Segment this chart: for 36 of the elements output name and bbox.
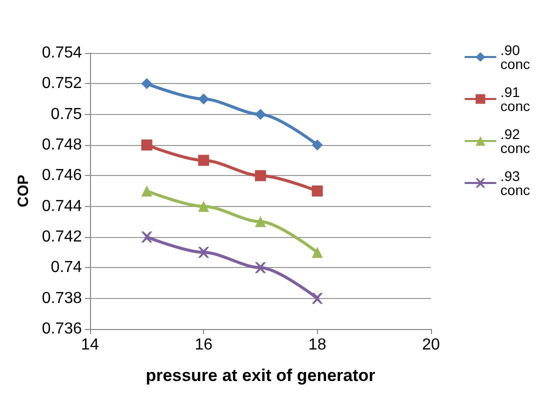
y-tick-label: 0.74	[50, 259, 82, 276]
y-tick-label: 0.736	[42, 320, 82, 338]
y-tick-label: 0.746	[42, 167, 82, 184]
y-tick-label: 0.752	[42, 75, 82, 92]
x-tick-label: 20	[422, 336, 440, 354]
point	[198, 200, 210, 212]
y-tick-label: 0.738	[42, 290, 82, 307]
point	[141, 186, 152, 196]
point	[141, 78, 152, 90]
point	[312, 140, 323, 150]
y-tick-label: 0.744	[42, 198, 82, 215]
legend-label: .93 conc	[500, 168, 530, 198]
point	[198, 154, 210, 166]
legend-label: .90 conc	[500, 42, 530, 72]
point	[312, 292, 323, 304]
x-axis-title: pressure at exit of generator	[146, 366, 376, 385]
point	[141, 140, 152, 150]
x-tick-label: 16	[194, 336, 213, 354]
point	[141, 232, 152, 242]
point	[254, 108, 266, 120]
point	[312, 246, 323, 258]
point	[312, 186, 323, 196]
legend-label: .92 conc	[500, 126, 530, 156]
point	[254, 216, 266, 228]
y-tick-label: 0.748	[42, 136, 82, 154]
point	[198, 94, 210, 104]
y-tick-label: 0.75	[50, 106, 82, 123]
legend-label: .91 conc	[500, 84, 530, 114]
y-axis-title: COP	[15, 174, 32, 208]
point	[198, 246, 210, 258]
x-tick-label: 14	[81, 336, 99, 354]
y-tick-label: 0.754	[42, 44, 82, 62]
point	[254, 170, 266, 182]
y-tick-label: 0.742	[42, 228, 82, 246]
point	[254, 262, 266, 274]
x-tick-label: 18	[308, 336, 326, 354]
